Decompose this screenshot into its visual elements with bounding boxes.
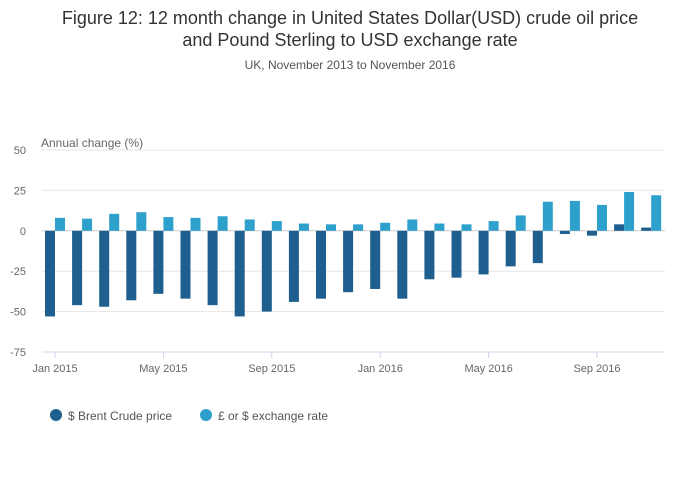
x-axis: Jan 2015 May 2015 Sep 2015 Jan 2016 May 2016… (32, 351, 665, 375)
bar-exchange-rate[interactable] (109, 213, 120, 231)
bar-brent-crude[interactable] (614, 224, 625, 231)
x-tick-label: May 2015 (139, 363, 187, 375)
bar-brent-crude[interactable] (99, 230, 110, 307)
y-tick-label: 25 (14, 185, 26, 197)
bar-exchange-rate[interactable] (597, 204, 607, 231)
bar-exchange-rate[interactable] (271, 221, 282, 231)
bar-exchange-rate[interactable] (569, 200, 580, 231)
bar-brent-crude[interactable] (343, 230, 354, 293)
legend-marker (50, 409, 62, 421)
bar-brent-crude[interactable] (72, 230, 83, 306)
bar-exchange-rate[interactable] (190, 217, 201, 231)
bar-brent-crude[interactable] (641, 227, 652, 231)
bar-brent-crude[interactable] (370, 230, 381, 289)
y-tick-label: -75 (10, 347, 26, 359)
x-tick-label: May 2016 (464, 363, 512, 375)
chart-title-line-2: and Pound Sterling to USD exchange rate (182, 30, 518, 50)
bar-exchange-rate[interactable] (82, 218, 93, 231)
chart-title-line-1: Figure 12: 12 month change in United Sta… (61, 8, 639, 28)
bar-brent-crude[interactable] (207, 230, 218, 306)
bar-exchange-rate[interactable] (136, 212, 147, 231)
bar-exchange-rate[interactable] (461, 224, 472, 231)
bar-exchange-rate[interactable] (380, 222, 391, 231)
bar-exchange-rate[interactable] (488, 221, 499, 231)
bar-exchange-rate[interactable] (515, 215, 526, 231)
bars (45, 192, 662, 317)
bar-exchange-rate[interactable] (434, 223, 445, 231)
bar-brent-crude[interactable] (261, 230, 272, 312)
bar-brent-crude[interactable] (45, 230, 55, 317)
legend-item[interactable]: £ or $ exchange rate (200, 409, 328, 423)
bar-exchange-rate[interactable] (542, 201, 553, 231)
bar-exchange-rate[interactable] (163, 217, 174, 231)
chart-subtitle: UK, November 2013 to November 2016 (244, 58, 456, 72)
bar-exchange-rate[interactable] (353, 224, 364, 231)
bar-brent-crude[interactable] (316, 230, 326, 299)
bar-brent-crude[interactable] (478, 230, 489, 275)
legend-label: £ or $ exchange rate (218, 409, 328, 423)
y-tick-label: 0 (20, 226, 26, 238)
x-tick-label: Jan 2015 (32, 363, 77, 375)
bar-brent-crude[interactable] (397, 230, 408, 299)
bar-exchange-rate[interactable] (217, 216, 228, 231)
bar-brent-crude[interactable] (587, 230, 597, 236)
bar-exchange-rate[interactable] (651, 195, 662, 231)
bar-exchange-rate[interactable] (55, 217, 65, 231)
x-tick-label: Jan 2016 (358, 363, 403, 375)
bar-brent-crude[interactable] (559, 230, 570, 235)
bar-exchange-rate[interactable] (326, 224, 336, 231)
bar-brent-crude[interactable] (234, 230, 245, 317)
bar-exchange-rate[interactable] (407, 219, 418, 231)
gridlines (42, 149, 665, 313)
bar-brent-crude[interactable] (153, 230, 164, 294)
bar-brent-crude[interactable] (451, 230, 462, 278)
bar-brent-crude[interactable] (424, 230, 435, 280)
bar-exchange-rate[interactable] (244, 219, 255, 231)
legend-item[interactable]: $ Brent Crude price (50, 409, 172, 423)
bar-exchange-rate[interactable] (298, 223, 309, 231)
y-tick-label: -25 (10, 266, 26, 278)
y-tick-label: 50 (14, 145, 26, 157)
x-tick-label: Sep 2016 (573, 363, 620, 375)
bar-brent-crude[interactable] (126, 230, 137, 301)
bar-exchange-rate[interactable] (624, 192, 635, 231)
bar-brent-crude[interactable] (505, 230, 516, 267)
x-tick-label: Sep 2015 (248, 363, 295, 375)
legend-label: $ Brent Crude price (68, 409, 172, 423)
y-tick-label: -50 (10, 307, 26, 319)
legend-marker (200, 409, 212, 421)
bar-brent-crude[interactable] (180, 230, 191, 299)
y-axis-label: Annual change (%) (41, 136, 143, 150)
legend: $ Brent Crude price £ or $ exchange rate (50, 409, 328, 423)
bar-brent-crude[interactable] (288, 230, 299, 302)
y-axis-ticks: 50 25 0 -25 -50 -75 (10, 145, 26, 359)
bar-brent-crude[interactable] (532, 230, 543, 264)
